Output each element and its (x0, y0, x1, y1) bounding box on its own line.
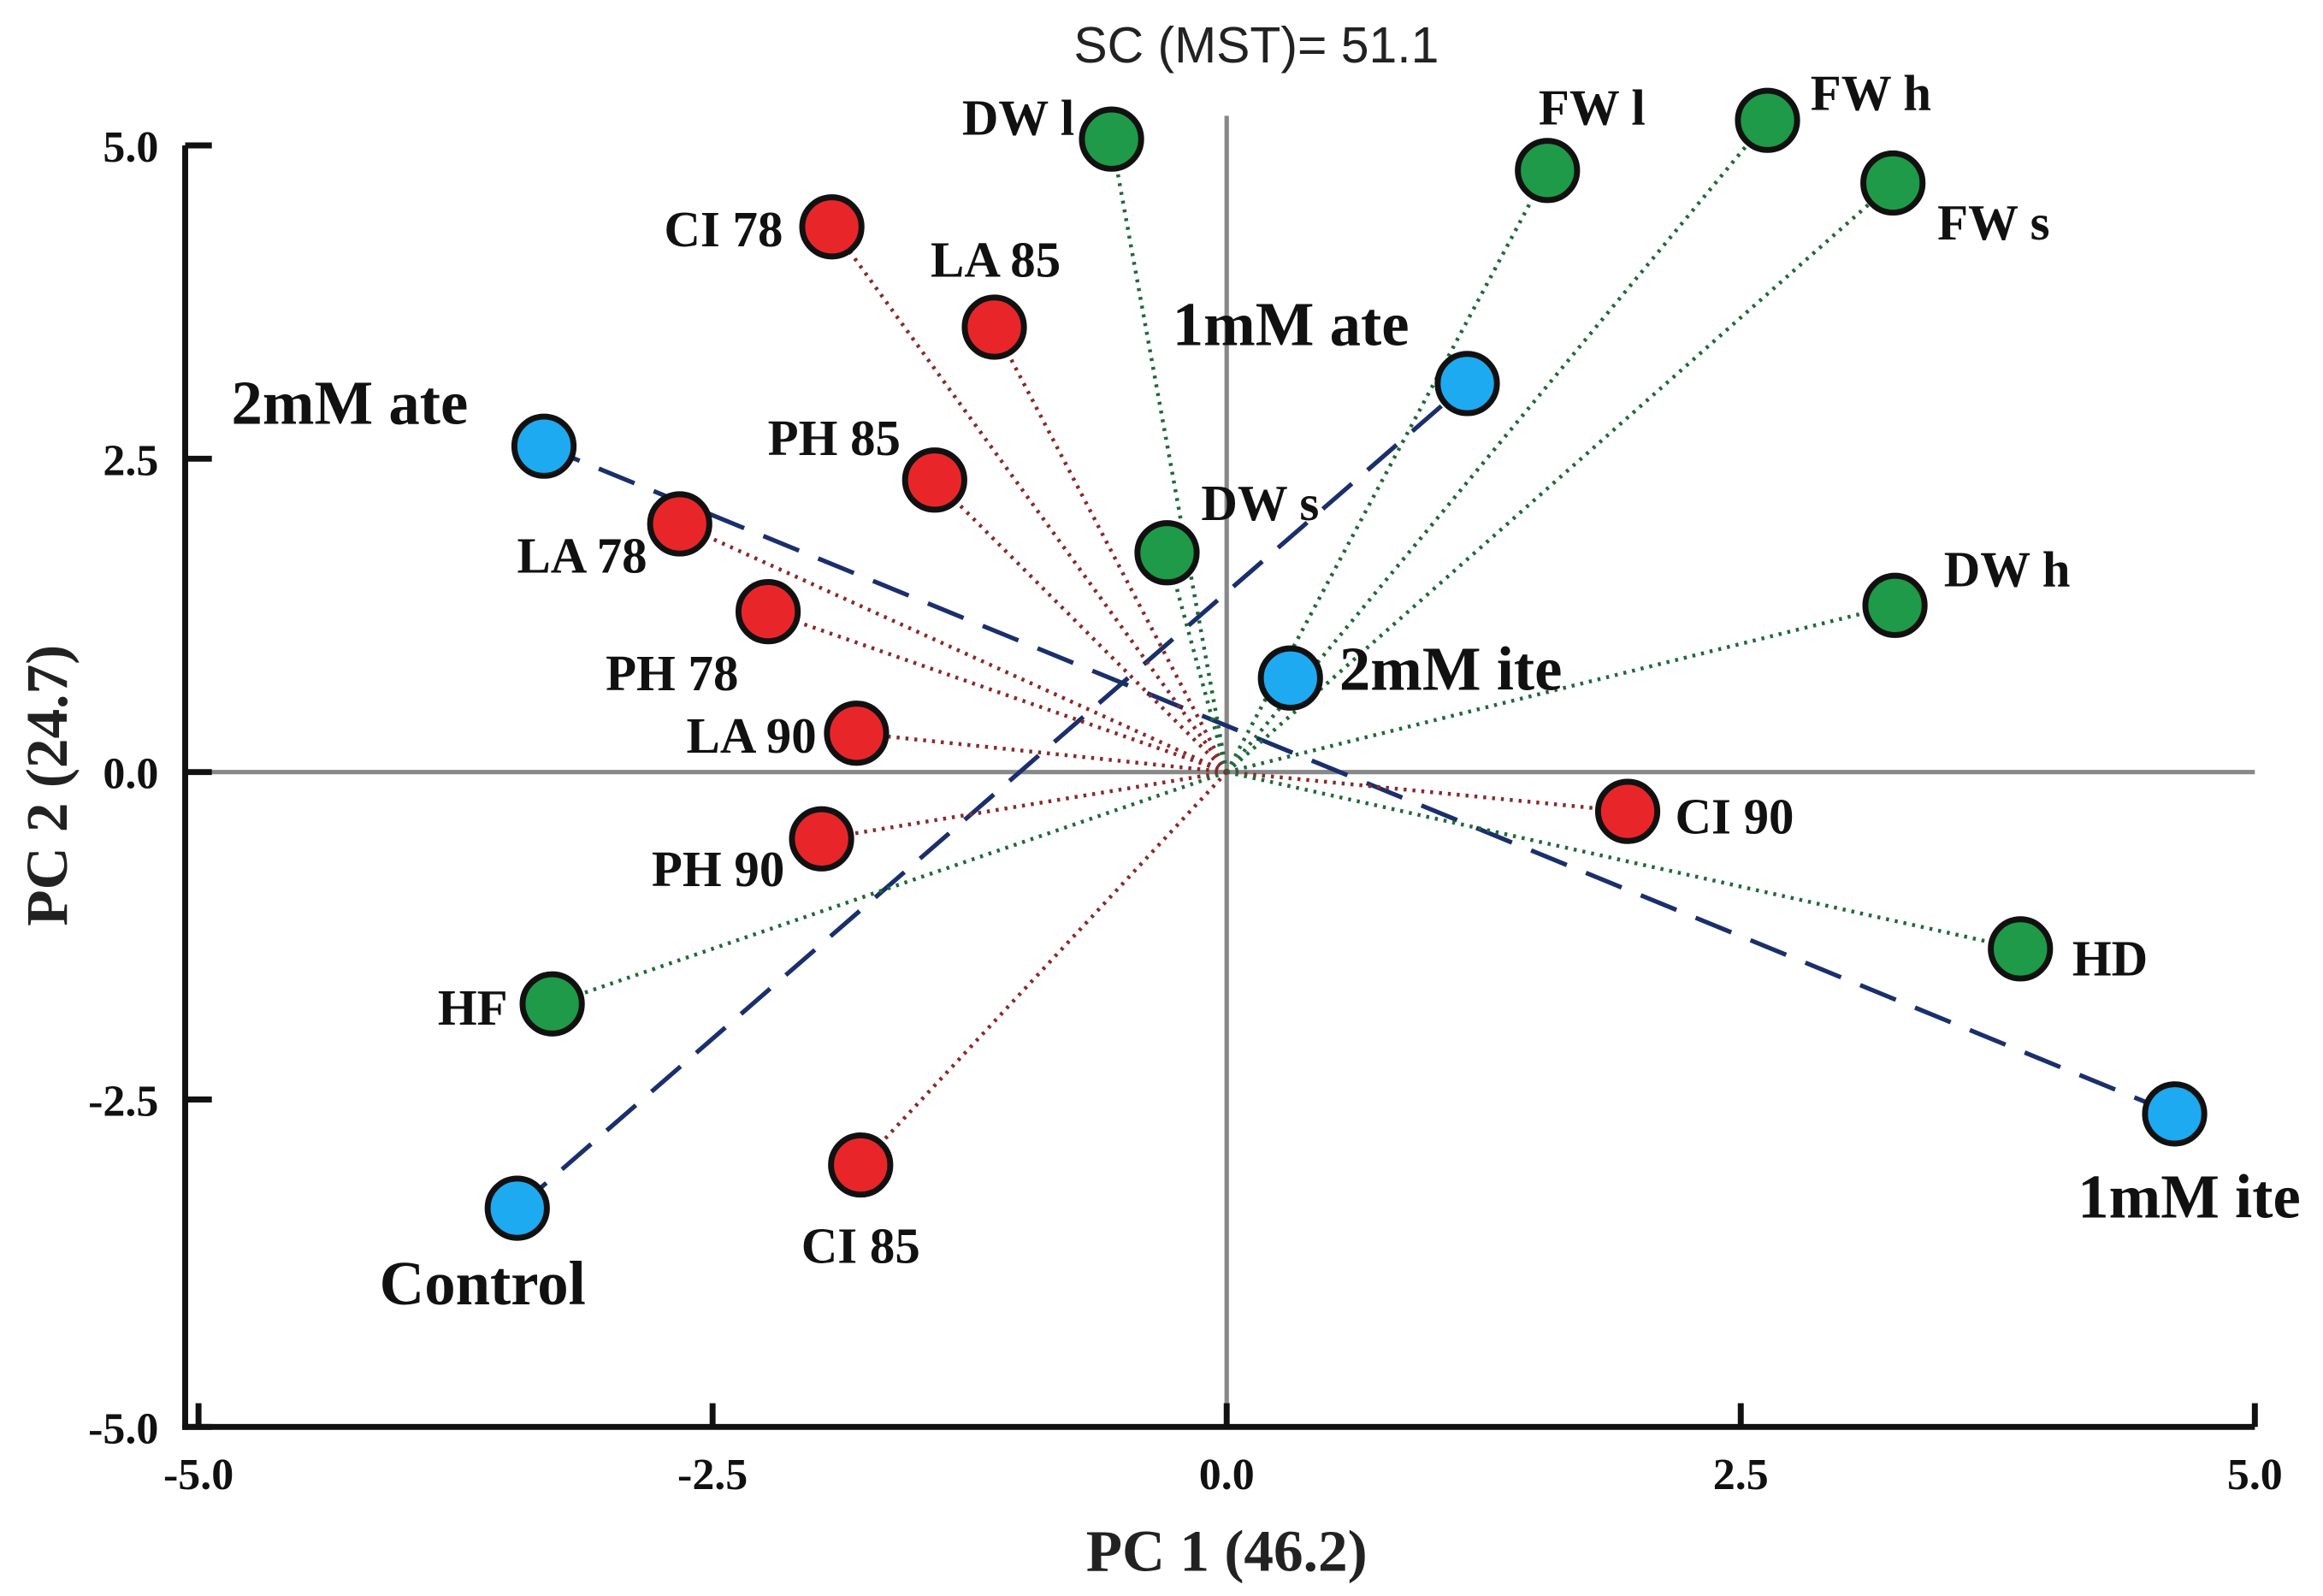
x-tick-label: -2.5 (677, 1451, 748, 1499)
point-label-control: Control (380, 1249, 586, 1318)
point-1mm-ite (2142, 1081, 2208, 1147)
loading-vector-line (992, 326, 1229, 773)
loading-vector-line (767, 609, 1227, 774)
point-1mm-ate (1434, 351, 1500, 417)
y-tick-label: 5.0 (103, 123, 158, 172)
point-label-fw-s: FW s (1937, 195, 2049, 251)
point-ph-85 (901, 447, 967, 513)
point-label-la-85: LA 85 (931, 233, 1061, 288)
point-ph-90 (789, 806, 854, 872)
loading-vector-line (821, 770, 1227, 842)
y-tick-label: 0.0 (103, 750, 158, 799)
loading-vector-line (1165, 552, 1229, 773)
point-label-ci-78: CI 78 (664, 202, 783, 257)
loading-vector-line (1225, 181, 1894, 774)
x-tick-label: -5.0 (163, 1451, 233, 1499)
point-label-1mm-ite: 1mM ite (2078, 1162, 2301, 1232)
point-label-fw-h: FW h (1811, 66, 1931, 121)
loading-vector-line (830, 225, 1229, 774)
loading-vector-line (933, 478, 1228, 774)
point-label-fw-l: FW l (1539, 80, 1646, 136)
point-label-hd: HD (2072, 931, 2148, 987)
point-fw-l (1515, 138, 1581, 204)
point-2mm-ate (511, 413, 577, 479)
y-tick-label: -2.5 (88, 1078, 158, 1126)
point-label-2mm-ate: 2mM ate (232, 369, 469, 438)
point-dw-h (1862, 572, 1928, 638)
point-la-85 (961, 294, 1027, 360)
point-label-dw-h: DW h (1944, 541, 2071, 597)
loading-vector-line (856, 731, 1227, 774)
loading-vector-line (859, 771, 1228, 1167)
point-la-78 (647, 491, 712, 557)
chart-title: SC (MST)= 51.1 (1073, 18, 1439, 74)
x-axis-title: PC 1 (46.2) (1086, 1517, 1368, 1583)
point-ci-85 (828, 1132, 894, 1198)
treatment-dashed-line (516, 381, 1469, 1210)
loading-vector-line (1109, 139, 1229, 773)
point-label-dw-l: DW l (962, 90, 1074, 145)
point-label-ph-90: PH 90 (652, 842, 784, 897)
x-tick-label: 2.5 (1713, 1451, 1769, 1499)
point-label-ci-90: CI 90 (1675, 789, 1794, 845)
point-dw-l (1079, 106, 1144, 172)
point-label-ph-85: PH 85 (768, 411, 901, 466)
x-tick-label: 5.0 (2227, 1451, 2283, 1499)
point-ci-78 (799, 194, 865, 260)
loading-vector-line (1226, 770, 2021, 951)
point-label-la-78: LA 78 (517, 529, 647, 584)
y-axis-title: PC 2 (24.7) (14, 645, 80, 926)
treatment-dashed-line (543, 444, 2176, 1116)
point-label-ci-85: CI 85 (801, 1218, 920, 1274)
loading-vector-line (551, 770, 1227, 1006)
point-hd (1988, 916, 2054, 982)
point-label-la-90: LA 90 (687, 708, 817, 764)
point-label-1mm-ate: 1mM ate (1173, 289, 1410, 358)
point-control (484, 1175, 550, 1241)
point-la-90 (824, 700, 890, 766)
point-fw-h (1735, 87, 1800, 153)
point-ph-78 (735, 579, 801, 645)
y-tick-label: -5.0 (88, 1404, 158, 1453)
point-ci-90 (1594, 778, 1661, 844)
x-tick-label: 0.0 (1199, 1451, 1255, 1499)
point-2mm-ite (1257, 645, 1323, 711)
y-tick-label: 2.5 (103, 436, 158, 485)
point-hf (519, 971, 585, 1037)
point-fw-s (1860, 150, 1926, 216)
point-label-hf: HF (438, 980, 508, 1036)
loading-vector-line (678, 522, 1228, 774)
point-label-ph-78: PH 78 (606, 646, 738, 701)
point-dw-s (1134, 520, 1200, 586)
point-label-2mm-ite: 2mM ite (1339, 635, 1563, 704)
point-label-dw-s: DW s (1201, 476, 1319, 531)
